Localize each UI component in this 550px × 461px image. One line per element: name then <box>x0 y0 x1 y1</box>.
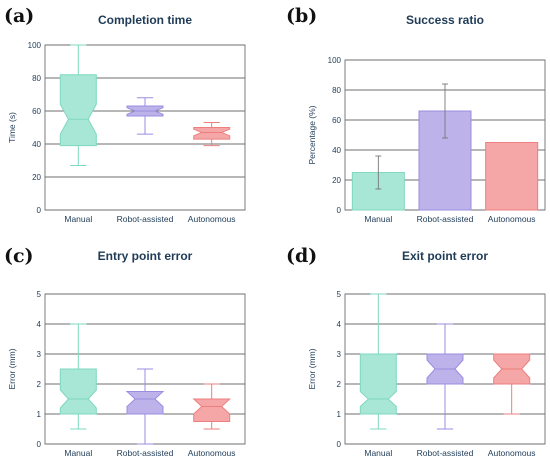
x-tick-label: Autonomous <box>488 214 536 224</box>
y-tick-label: 3 <box>337 350 342 359</box>
bar <box>485 142 539 211</box>
y-tick-label: 80 <box>332 86 341 95</box>
y-tick-label: 1 <box>337 410 342 419</box>
x-tick-label: Manual <box>364 214 392 224</box>
y-tick-label: 0 <box>37 206 42 215</box>
y-tick-label: 100 <box>28 41 42 50</box>
y-tick-label: 20 <box>32 173 41 182</box>
chart-title: Exit point error <box>402 249 488 263</box>
y-tick-label: 5 <box>37 290 42 299</box>
box <box>359 353 397 415</box>
y-tick-label: 80 <box>32 74 41 83</box>
box <box>59 74 97 147</box>
panel-label: (b) <box>286 5 317 27</box>
chart-panel-2: (b) Success ratio 0 20 40 60 80 100 Percentage (… <box>286 5 546 224</box>
x-tick-label: Robot-assisted <box>417 214 474 224</box>
chart-title: Success ratio <box>406 13 484 27</box>
y-tick-label: 3 <box>37 350 42 359</box>
chart-title: Completion time <box>98 13 192 27</box>
panel-label: (d) <box>286 245 317 267</box>
y-tick-label: 4 <box>337 320 342 329</box>
x-tick-label: Autonomous <box>488 448 536 458</box>
y-tick-label: 5 <box>337 290 342 299</box>
x-tick-label: Robot-assisted <box>117 214 174 224</box>
y-tick-label: 60 <box>332 116 341 125</box>
y-axis-label: Error (mm) <box>7 348 17 389</box>
box <box>192 398 231 422</box>
y-tick-label: 40 <box>332 146 341 155</box>
plot-frame <box>44 44 246 211</box>
chart-panel-3: (c) Entry point error 0 1 2 3 4 5 Error (mm) Manu… <box>4 245 246 458</box>
box <box>193 127 231 140</box>
y-tick-label: 0 <box>37 440 42 449</box>
y-tick-label: 0 <box>337 206 342 215</box>
panel-label: (c) <box>4 245 34 267</box>
plot-frame <box>344 293 546 445</box>
x-tick-label: Robot-assisted <box>417 448 474 458</box>
y-tick-label: 60 <box>32 107 41 116</box>
y-axis-label: Percentage (%) <box>307 105 317 164</box>
box <box>59 368 97 415</box>
y-tick-label: 100 <box>328 56 342 65</box>
y-tick-label: 4 <box>37 320 42 329</box>
x-tick-label: Autonomous <box>188 448 236 458</box>
x-tick-label: Manual <box>364 448 392 458</box>
y-tick-label: 2 <box>337 380 342 389</box>
box <box>125 391 165 415</box>
y-tick-label: 20 <box>332 176 341 185</box>
y-axis-label: Time (s) <box>7 112 17 143</box>
x-tick-label: Manual <box>64 448 92 458</box>
y-tick-label: 1 <box>37 410 42 419</box>
x-tick-label: Robot-assisted <box>117 448 174 458</box>
y-tick-label: 0 <box>337 440 342 449</box>
chart-title: Entry point error <box>98 249 193 263</box>
y-tick-label: 40 <box>32 140 41 149</box>
y-axis-label: Error (mm) <box>307 348 317 389</box>
chart-panel-4: (d) Exit point error 0 1 2 3 4 5 Error (mm) Manua… <box>286 245 546 458</box>
x-tick-label: Manual <box>64 214 92 224</box>
y-tick-label: 2 <box>37 380 42 389</box>
x-tick-label: Autonomous <box>188 214 236 224</box>
chart-panel-1: (a) Completion time 0 20 40 60 80 100 Time (s) Ma… <box>4 5 246 224</box>
panel-label: (a) <box>4 5 34 27</box>
